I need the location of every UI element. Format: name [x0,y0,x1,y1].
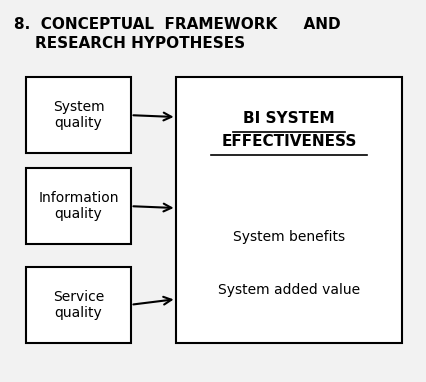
Text: 8.  CONCEPTUAL  FRAMEWORK     AND
    RESEARCH HYPOTHESES: 8. CONCEPTUAL FRAMEWORK AND RESEARCH HYP… [14,16,340,51]
FancyBboxPatch shape [26,267,131,343]
Text: Service
quality: Service quality [53,290,104,320]
Text: EFFECTIVENESS: EFFECTIVENESS [222,134,357,149]
FancyBboxPatch shape [26,168,131,244]
Text: System added value: System added value [218,283,360,296]
Text: System
quality: System quality [53,100,104,130]
FancyBboxPatch shape [26,77,131,153]
FancyBboxPatch shape [176,77,402,343]
Text: Information
quality: Information quality [38,191,119,221]
Text: BI SYSTEM: BI SYSTEM [243,112,335,126]
Text: System benefits: System benefits [233,230,345,243]
